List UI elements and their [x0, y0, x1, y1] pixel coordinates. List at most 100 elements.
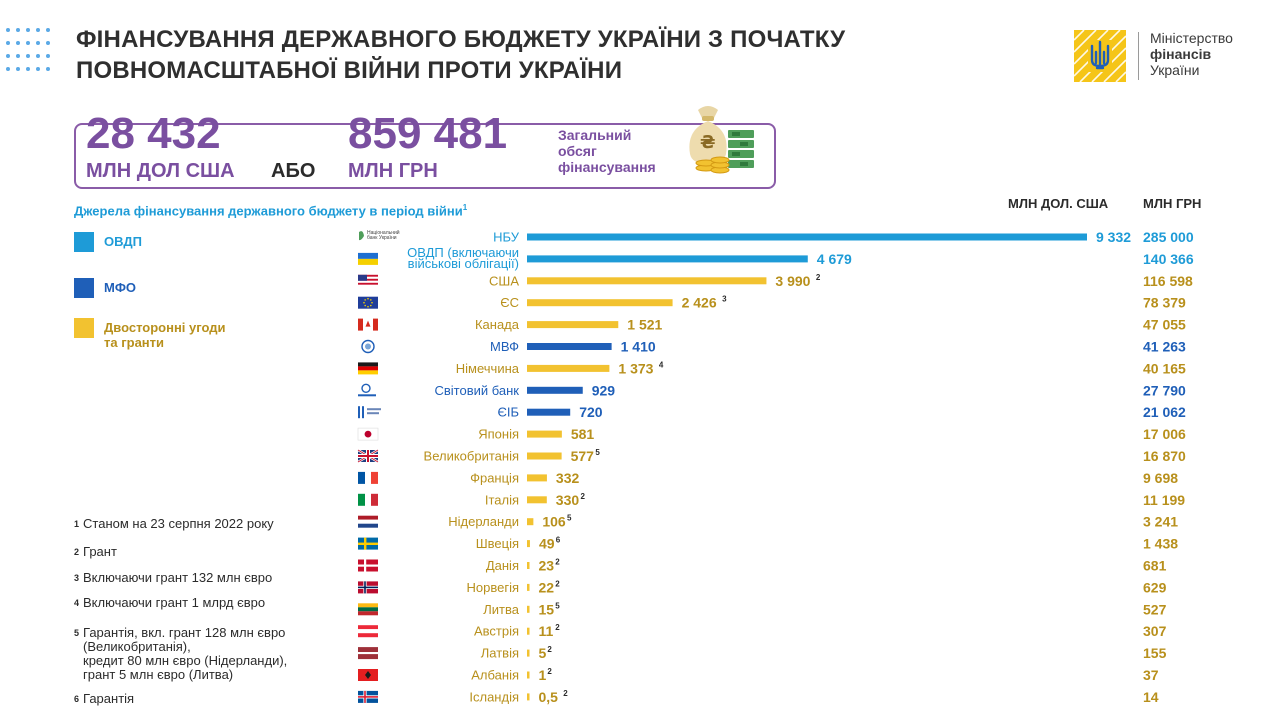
footnote-ref: 2	[555, 623, 560, 632]
flag-part	[358, 564, 378, 567]
norway-flag-icon	[358, 581, 378, 594]
footnote-line: Станом на 23 серпня 2022 року	[83, 516, 274, 531]
bar-value-label: 15	[539, 601, 555, 617]
bar	[527, 386, 583, 394]
footnote-ref: 2	[816, 273, 821, 282]
uah-value-label: 11 199	[1143, 492, 1185, 508]
footnote: 3 Включаючи грант 132 млн євро	[74, 571, 272, 589]
albania-flag-icon	[358, 669, 378, 681]
flag-part	[358, 515, 378, 520]
column-header-usd: МЛН ДОЛ. США	[1008, 196, 1109, 211]
flag-part	[364, 581, 366, 594]
world-bank-globe	[361, 383, 371, 393]
bar-value-label: 929	[592, 382, 616, 398]
footnote-line: Включаючи грант 1 млрд євро	[83, 595, 266, 610]
eu-star	[364, 299, 366, 301]
footnote-line: (Великобританія),	[83, 639, 191, 654]
flag-part	[358, 278, 378, 281]
uah-value-label: 37	[1143, 667, 1159, 683]
albania-eagle	[365, 671, 371, 679]
bar	[527, 321, 619, 329]
canada-flag-icon	[358, 318, 378, 331]
bar	[527, 627, 530, 635]
usa-flag-icon	[358, 274, 378, 287]
eu-star	[371, 301, 373, 304]
decorative-dot	[46, 41, 50, 45]
category-label: Австрія	[474, 624, 519, 639]
bar-value-label: 4 679	[817, 251, 852, 267]
footnote-ref: 2	[555, 558, 560, 567]
footnote-ref: 5	[567, 514, 572, 523]
footnote-ref: 2	[547, 645, 552, 654]
footnote-ref: 2	[547, 667, 552, 676]
category-label: США	[489, 273, 519, 288]
chart-subheading-text: Джерела фінансування державного бюджету …	[74, 203, 463, 219]
uah-value-label: 155	[1143, 645, 1167, 661]
category-label: Німеччина	[456, 361, 520, 376]
flag-part	[358, 258, 378, 265]
eib-logo-icon	[358, 406, 381, 419]
flag-part	[364, 537, 367, 550]
decorative-dot-grid	[6, 28, 56, 80]
footnote: 1 Станом на 23 серпня 2022 року	[74, 517, 274, 535]
bar	[527, 649, 530, 657]
flag-part	[358, 586, 378, 589]
decorative-dot	[26, 28, 30, 32]
category-label: Албанія	[471, 668, 519, 683]
decorative-dot	[46, 54, 50, 58]
flag-part	[358, 471, 365, 484]
bar-value-label: 1 521	[627, 317, 662, 333]
eu-star	[370, 299, 372, 301]
bar	[527, 518, 534, 526]
uah-value-label: 1 438	[1143, 536, 1178, 552]
flag-part	[358, 542, 378, 545]
legend-swatch	[74, 278, 94, 298]
uah-value-label: 307	[1143, 623, 1167, 639]
flag-part	[358, 318, 363, 331]
flag-part	[365, 493, 371, 506]
flag-part	[358, 274, 367, 281]
footnote: 2 Грант	[74, 545, 117, 563]
imf-center	[365, 343, 371, 350]
category-label: Нідерланди	[448, 514, 519, 529]
flag-part	[358, 276, 378, 279]
uah-value-label: 3 241	[1143, 514, 1178, 530]
footnote-ref: 2	[555, 579, 560, 588]
footnote-mark: 1	[74, 519, 80, 529]
flag-part	[358, 523, 378, 528]
category-label: НБУ	[493, 230, 520, 245]
bar	[527, 299, 673, 307]
bar-value-label: 581	[571, 426, 595, 442]
footnote-ref: 2	[581, 492, 586, 501]
bar	[527, 277, 767, 285]
category-label: Світовий банк	[434, 383, 519, 398]
sweden-flag-icon	[358, 537, 378, 550]
bar	[527, 233, 1087, 241]
total-caption: Загальний обсяг фінансування	[558, 127, 678, 175]
decorative-dot	[36, 67, 40, 71]
category-label: МВФ	[490, 339, 519, 354]
footnote-ref: 5	[595, 448, 600, 457]
nbu-emblem	[359, 231, 364, 241]
flag-part	[358, 280, 378, 283]
svg-text:₴: ₴	[700, 132, 715, 153]
legend-swatch	[74, 232, 94, 252]
footnote: 4 Включаючи грант 1 млрд євро	[74, 596, 265, 614]
footnote-ref: 3	[722, 295, 727, 304]
footnote-text: Грант	[83, 545, 117, 559]
bar-value-label: 49	[539, 536, 555, 552]
bar	[527, 364, 610, 372]
bar-value-label: 5	[539, 645, 547, 661]
legend-label-line: та гранти	[104, 335, 165, 350]
japan-sun	[364, 430, 372, 438]
footnote-line: Гарантія	[83, 691, 135, 706]
uah-value-label: 78 379	[1143, 295, 1186, 311]
footnote: 6 Гарантія	[74, 692, 134, 710]
uah-value-label: 140 366	[1143, 251, 1194, 267]
footnote-mark: 4	[74, 598, 80, 608]
austria-flag-icon	[358, 625, 378, 638]
chart-subheading-footnote-mark: 1	[462, 203, 468, 212]
category-label: Норвегія	[466, 580, 519, 595]
